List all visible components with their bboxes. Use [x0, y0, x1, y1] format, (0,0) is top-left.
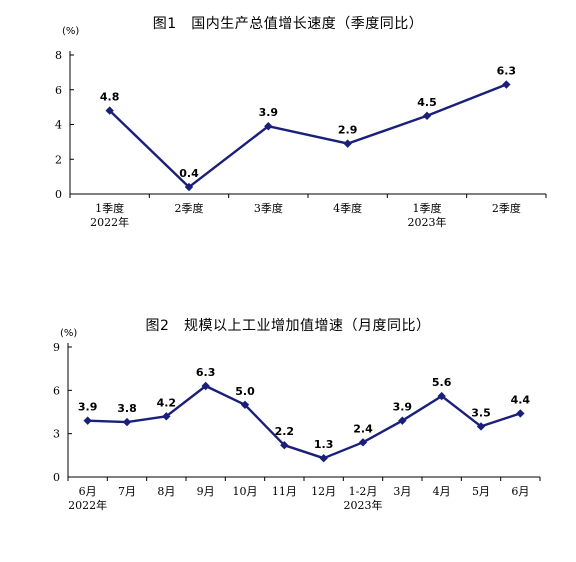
chart-title: 图1 国内生产总值增长速度（季度同比）	[152, 16, 424, 32]
x-tick-label: 12月	[311, 485, 336, 498]
data-label: 2.9	[338, 124, 358, 137]
data-label: 4.4	[511, 393, 531, 406]
x-tick-label: 3季度	[254, 201, 283, 215]
x-tick-label: 9月	[197, 485, 215, 498]
data-point-marker	[280, 441, 289, 450]
x-year-label: 2022年	[68, 498, 107, 512]
x-tick-label: 3月	[393, 485, 411, 498]
data-label: 4.5	[417, 96, 437, 109]
x-year-label: 2023年	[408, 215, 447, 229]
chart-gdp-growth: 图1 国内生产总值增长速度（季度同比） (%) 0 2 4 6 8 1季度 2022年 2季度 3…	[0, 0, 576, 250]
data-label: 6.3	[497, 65, 517, 78]
data-label: 6.3	[196, 366, 216, 379]
x-tick-label: 8月	[157, 485, 175, 498]
x-tick-label: 1-2月	[349, 485, 378, 498]
data-point-marker	[343, 139, 352, 148]
data-label: 5.0	[235, 385, 255, 398]
data-point-marker	[122, 417, 132, 427]
data-label: 0.4	[179, 167, 199, 180]
y-tick-label: 4	[55, 119, 62, 132]
x-tick-label: 7月	[118, 485, 136, 498]
series-line	[87, 384, 521, 460]
x-tick-label: 6月	[511, 485, 529, 498]
data-label: 4.2	[157, 396, 177, 409]
data-point-marker	[162, 412, 171, 421]
y-tick-label: 9	[53, 341, 60, 354]
chart-title: 图2 规模以上工业增加值增速（月度同比）	[145, 318, 431, 334]
data-label: 3.9	[259, 106, 279, 119]
data-point-marker	[358, 438, 368, 447]
x-tick-label: 4月	[433, 485, 451, 498]
data-point-marker	[502, 80, 511, 89]
x-tick-label: 4季度	[333, 201, 362, 215]
y-tick-label: 3	[53, 428, 60, 441]
data-point-marker	[83, 416, 92, 425]
y-tick-label: 8	[55, 49, 62, 62]
data-point-marker	[516, 409, 525, 418]
data-label: 5.6	[432, 376, 452, 389]
x-tick-label: 6月	[79, 485, 97, 498]
x-tick-label: 11月	[272, 485, 297, 498]
data-point-marker	[201, 381, 210, 391]
chart-industrial-growth: 图2 规模以上工业增加值增速（月度同比） (%) 0 3 6 9 6月 2022年 7月 8月 9…	[0, 305, 576, 530]
y-tick-label: 2	[55, 153, 62, 166]
y-tick-label: 6	[55, 84, 62, 97]
data-point-marker	[422, 111, 432, 121]
data-point-marker	[264, 122, 273, 131]
data-point-marker	[184, 182, 194, 192]
data-point-marker	[476, 422, 486, 431]
x-tick-label: 1季度	[95, 201, 124, 215]
series-line	[108, 83, 507, 189]
x-tick-label: 2季度	[175, 201, 204, 215]
y-tick-label: 6	[53, 384, 60, 397]
data-point-marker	[398, 416, 407, 425]
data-point-marker	[240, 400, 250, 409]
data-label: 2.4	[353, 422, 373, 435]
data-point-marker	[319, 454, 328, 463]
y-unit-label: (%)	[60, 328, 77, 339]
data-label: 3.5	[471, 406, 491, 419]
data-label: 3.8	[117, 402, 137, 415]
data-label: 4.8	[100, 91, 120, 104]
y-tick-label: 0	[53, 471, 60, 484]
y-unit-label: (%)	[62, 26, 79, 37]
data-label: 1.3	[314, 438, 334, 451]
data-label: 3.9	[78, 401, 98, 414]
data-point-marker	[437, 391, 446, 401]
x-tick-label: 10月	[233, 485, 258, 498]
x-tick-label: 2季度	[492, 201, 521, 215]
x-year-label: 2023年	[344, 498, 383, 512]
x-tick-label: 1季度	[413, 201, 442, 215]
data-point-marker	[105, 106, 114, 115]
data-label: 2.2	[275, 425, 295, 438]
y-tick-label: 0	[55, 188, 62, 201]
data-label: 3.9	[393, 401, 413, 414]
x-year-label: 2022年	[90, 215, 129, 229]
x-tick-label: 5月	[472, 485, 490, 498]
